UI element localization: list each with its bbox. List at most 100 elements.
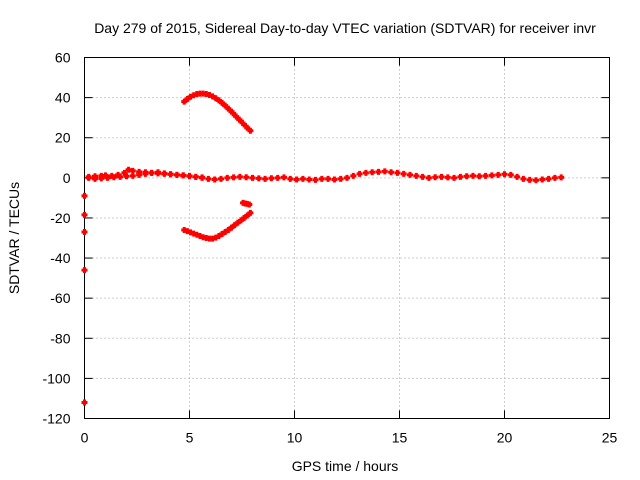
data-point bbox=[388, 169, 395, 176]
data-point bbox=[192, 173, 199, 180]
y-axis-label: SDTVAR / TECUs bbox=[6, 182, 22, 294]
data-point bbox=[350, 172, 357, 179]
data-point bbox=[444, 174, 451, 181]
data-point bbox=[231, 111, 238, 118]
data-point bbox=[98, 175, 105, 182]
x-tick-label: 25 bbox=[602, 430, 618, 446]
data-point bbox=[211, 176, 218, 183]
data-point bbox=[225, 105, 232, 112]
x-tick-label: 20 bbox=[497, 430, 513, 446]
data-point bbox=[243, 174, 250, 181]
data-point bbox=[110, 174, 117, 181]
data-point bbox=[117, 173, 124, 180]
data-point bbox=[419, 173, 426, 180]
data-point bbox=[129, 167, 136, 174]
data-point bbox=[381, 168, 388, 175]
data-point bbox=[507, 171, 514, 178]
data-point bbox=[234, 115, 241, 122]
data-point bbox=[148, 169, 155, 176]
data-point bbox=[167, 171, 174, 178]
data-point bbox=[551, 174, 558, 181]
data-point bbox=[457, 173, 464, 180]
y-tick-label: -60 bbox=[50, 290, 70, 306]
data-point bbox=[161, 170, 168, 177]
data-point bbox=[495, 171, 502, 178]
y-tick-label: -40 bbox=[50, 250, 70, 266]
data-point bbox=[246, 201, 253, 208]
data-points bbox=[81, 90, 565, 406]
data-point bbox=[539, 176, 546, 183]
data-series bbox=[85, 169, 206, 182]
data-point bbox=[104, 174, 111, 181]
data-point bbox=[205, 175, 212, 182]
data-point bbox=[394, 169, 401, 176]
y-tick-label: 20 bbox=[55, 130, 71, 146]
data-point bbox=[476, 173, 483, 180]
data-point bbox=[463, 173, 470, 180]
data-point bbox=[230, 174, 237, 181]
data-point bbox=[356, 170, 363, 177]
data-point bbox=[482, 172, 489, 179]
data-point bbox=[488, 172, 495, 179]
data-point bbox=[274, 174, 281, 181]
data-point bbox=[344, 174, 350, 181]
data-point bbox=[199, 174, 206, 181]
y-tick-label: 0 bbox=[63, 170, 71, 186]
data-point bbox=[438, 173, 445, 180]
data-point bbox=[244, 124, 251, 131]
data-point bbox=[545, 175, 552, 182]
data-point bbox=[299, 175, 306, 182]
data-point bbox=[241, 121, 248, 128]
y-tick-label: 40 bbox=[55, 90, 71, 106]
data-point bbox=[432, 174, 439, 181]
data-series bbox=[240, 199, 253, 208]
data-point bbox=[81, 228, 88, 235]
data-point bbox=[129, 172, 136, 179]
axis-ticks: 0 5 10 15 20 25 -120 -100 -80 -60 -40 -20 0 20 40 60 bbox=[42, 50, 617, 446]
data-point bbox=[247, 209, 254, 216]
y-tick-label: -100 bbox=[42, 370, 70, 386]
data-point bbox=[400, 170, 407, 177]
data-point bbox=[293, 176, 300, 183]
x-tick-label: 0 bbox=[81, 430, 89, 446]
data-point bbox=[331, 176, 338, 183]
data-point bbox=[369, 169, 376, 176]
data-series bbox=[181, 209, 254, 242]
data-point bbox=[222, 102, 229, 109]
data-point bbox=[526, 176, 533, 183]
data-point bbox=[255, 175, 262, 182]
data-point bbox=[186, 173, 193, 180]
grid bbox=[84, 57, 610, 419]
data-point bbox=[249, 174, 256, 181]
y-tick-label: -80 bbox=[50, 330, 70, 346]
x-tick-label: 10 bbox=[287, 430, 303, 446]
data-point bbox=[514, 173, 521, 180]
x-axis-label: GPS time / hours bbox=[292, 458, 399, 474]
data-point bbox=[136, 171, 143, 178]
data-point bbox=[123, 173, 130, 180]
plot-area-border bbox=[84, 57, 610, 419]
data-point bbox=[268, 175, 275, 182]
data-point bbox=[142, 170, 149, 177]
x-tick-label: 5 bbox=[186, 430, 194, 446]
data-point bbox=[262, 175, 269, 182]
data-point bbox=[520, 175, 527, 182]
data-point bbox=[451, 174, 458, 181]
data-point bbox=[306, 176, 313, 183]
data-point bbox=[236, 173, 243, 180]
y-tick-label: 60 bbox=[55, 50, 71, 66]
data-point bbox=[281, 174, 287, 181]
data-point bbox=[312, 176, 319, 183]
data-point bbox=[92, 175, 98, 182]
data-point bbox=[237, 118, 244, 125]
data-point bbox=[325, 175, 332, 182]
data-series bbox=[81, 192, 88, 406]
data-point bbox=[218, 175, 224, 182]
data-point bbox=[337, 175, 344, 182]
data-series bbox=[181, 90, 254, 134]
data-point bbox=[501, 171, 508, 178]
chart-title: Day 279 of 2015, Sidereal Day-to-day VTE… bbox=[94, 20, 596, 36]
data-point bbox=[287, 175, 294, 182]
data-point bbox=[425, 174, 432, 181]
